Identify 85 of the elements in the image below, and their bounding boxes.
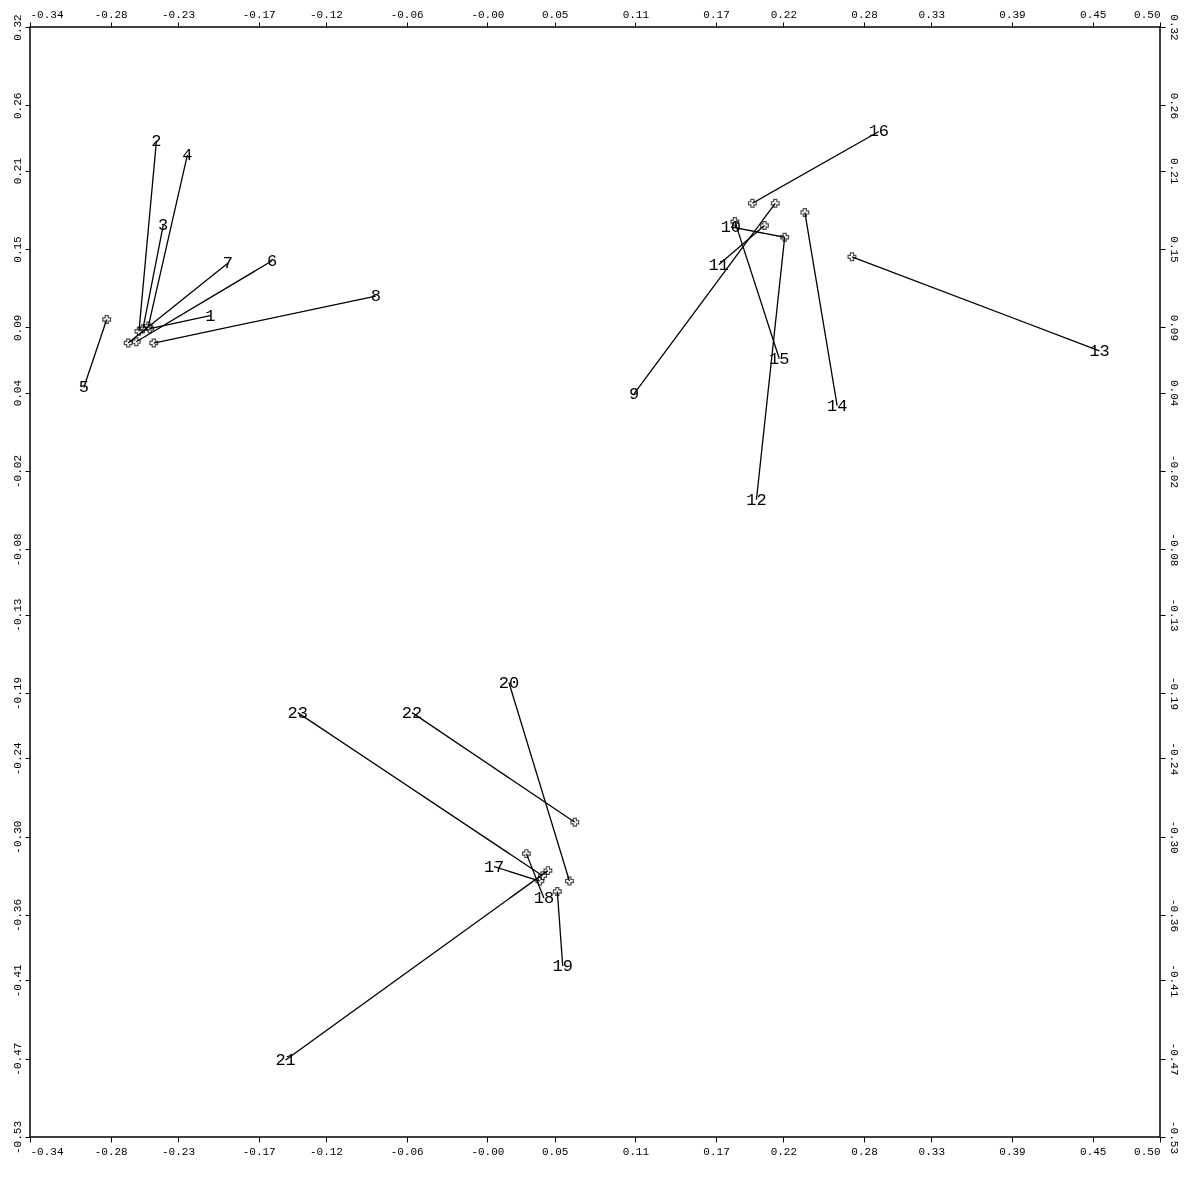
x-tick-label: -0.28 bbox=[94, 8, 128, 21]
series-label: 3 bbox=[158, 216, 169, 236]
series-label: 5 bbox=[78, 378, 89, 398]
x2-tick-label: -0.17 bbox=[242, 1145, 276, 1158]
y2-tick-label: -0.53 bbox=[1167, 1120, 1180, 1155]
x-tick-label: -0.06 bbox=[390, 8, 424, 21]
x-tick-label: 0.05 bbox=[541, 8, 569, 21]
y-tick-label: -0.41 bbox=[11, 963, 24, 998]
y2-tick-label: -0.19 bbox=[1167, 676, 1180, 711]
x2-tick-label: 0.11 bbox=[622, 1145, 650, 1158]
y2-tick-label: 0.04 bbox=[1167, 379, 1180, 407]
series-label: 6 bbox=[267, 251, 278, 271]
series-label: 23 bbox=[287, 703, 308, 723]
y2-tick-label: -0.24 bbox=[1167, 742, 1180, 776]
y-tick-label: -0.08 bbox=[11, 533, 24, 567]
x-tick-label: -0.34 bbox=[30, 8, 64, 21]
x2-tick-label: 0.39 bbox=[999, 1145, 1026, 1158]
series-label: 16 bbox=[868, 122, 890, 142]
y2-tick-label: 0.26 bbox=[1167, 92, 1180, 120]
y-tick-label: 0.04 bbox=[11, 379, 24, 407]
series-label: 4 bbox=[182, 145, 193, 165]
y-tick-label: -0.13 bbox=[11, 598, 24, 632]
y2-tick-label: -0.41 bbox=[1167, 964, 1180, 998]
x2-tick-label: -0.00 bbox=[471, 1145, 505, 1158]
y2-tick-label: 0.21 bbox=[1167, 157, 1180, 185]
series-label: 19 bbox=[552, 956, 573, 976]
x-tick-label: -0.17 bbox=[242, 8, 276, 21]
series-label: 11 bbox=[708, 255, 729, 275]
x2-tick-label: 0.05 bbox=[541, 1145, 569, 1158]
y2-tick-label: 0.09 bbox=[1167, 314, 1180, 342]
x2-tick-label: -0.34 bbox=[30, 1145, 64, 1158]
x2-tick-label: -0.06 bbox=[390, 1145, 424, 1158]
series-label: 2 bbox=[151, 131, 162, 151]
x2-tick-label: 0.45 bbox=[1080, 1145, 1107, 1158]
y2-tick-label: -0.02 bbox=[1167, 454, 1180, 489]
y-tick-label: -0.30 bbox=[11, 820, 24, 854]
series-label: 12 bbox=[746, 490, 767, 510]
series-label: 7 bbox=[222, 254, 233, 274]
y-tick-label: -0.19 bbox=[11, 676, 24, 711]
x2-tick-label: 0.22 bbox=[770, 1145, 798, 1158]
series-label: 8 bbox=[370, 287, 381, 307]
y2-tick-label: -0.47 bbox=[1167, 1042, 1180, 1076]
series-label: 1 bbox=[205, 306, 216, 326]
x-tick-label: 0.17 bbox=[703, 8, 730, 21]
x-tick-label: 0.45 bbox=[1080, 8, 1107, 21]
x-tick-label: -0.23 bbox=[161, 8, 195, 21]
x-tick-label: 0.50 bbox=[1134, 8, 1161, 21]
y2-tick-label: -0.13 bbox=[1167, 598, 1180, 632]
y-tick-label: 0.26 bbox=[11, 92, 24, 120]
y2-tick-label: -0.30 bbox=[1167, 820, 1180, 854]
series-label: 18 bbox=[533, 889, 555, 909]
x2-tick-label: 0.28 bbox=[851, 1145, 878, 1158]
x2-tick-label: 0.17 bbox=[703, 1145, 730, 1158]
y2-tick-label: -0.36 bbox=[1167, 898, 1180, 933]
series-label: 9 bbox=[628, 384, 640, 404]
y-tick-label: 0.09 bbox=[11, 314, 24, 342]
series-label: 14 bbox=[826, 396, 848, 416]
x2-tick-label: 0.50 bbox=[1134, 1145, 1161, 1158]
x-tick-label: -0.12 bbox=[309, 8, 343, 21]
y-tick-label: -0.53 bbox=[11, 1120, 24, 1155]
series-label: 20 bbox=[498, 673, 520, 693]
y-tick-label: -0.36 bbox=[11, 898, 24, 933]
y-tick-label: 0.32 bbox=[11, 14, 24, 41]
series-label: 17 bbox=[483, 857, 505, 877]
y-tick-label: 0.21 bbox=[11, 157, 24, 185]
x2-tick-label: 0.33 bbox=[918, 1145, 946, 1158]
y-tick-label: -0.47 bbox=[11, 1042, 24, 1076]
y2-tick-label: 0.32 bbox=[1167, 14, 1180, 41]
series-label: 22 bbox=[401, 703, 423, 723]
x-tick-label: 0.39 bbox=[999, 8, 1026, 21]
x2-tick-label: -0.12 bbox=[309, 1145, 343, 1158]
x-tick-label: 0.22 bbox=[770, 8, 798, 21]
x-tick-label: 0.33 bbox=[918, 8, 946, 21]
x2-tick-label: -0.28 bbox=[94, 1145, 128, 1158]
y2-tick-label: 0.15 bbox=[1167, 236, 1180, 263]
x-tick-label: 0.11 bbox=[622, 8, 650, 21]
y-tick-label: -0.02 bbox=[11, 454, 24, 489]
x-tick-label: -0.00 bbox=[471, 8, 505, 21]
y-tick-label: 0.15 bbox=[11, 236, 24, 263]
y-tick-label: -0.24 bbox=[11, 741, 24, 776]
x-tick-label: 0.28 bbox=[851, 8, 878, 21]
series-label: 13 bbox=[1089, 341, 1110, 361]
series-label: 21 bbox=[275, 1050, 296, 1070]
y2-tick-label: -0.08 bbox=[1167, 533, 1180, 567]
x2-tick-label: -0.23 bbox=[161, 1145, 195, 1158]
